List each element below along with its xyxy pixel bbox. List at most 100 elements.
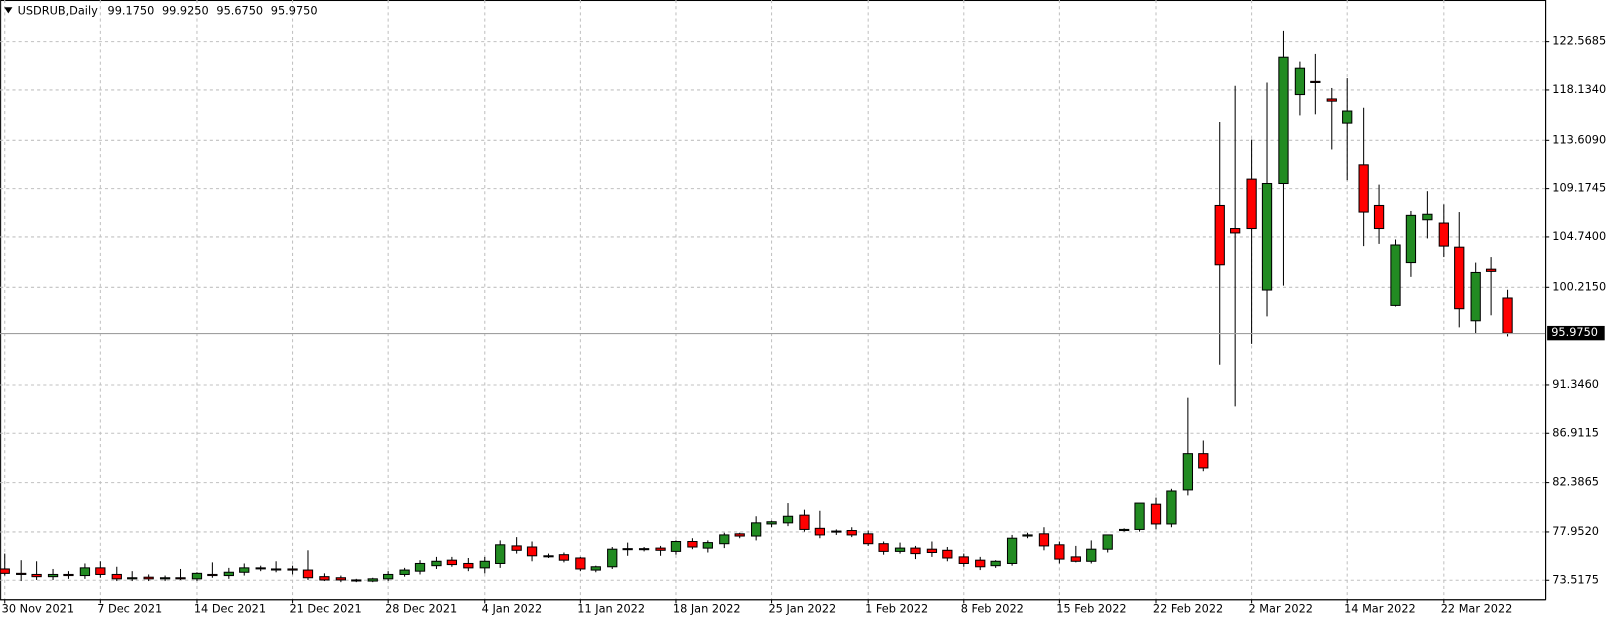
x-tick-label: 30 Nov 2021 <box>2 603 74 616</box>
candle-body-down <box>910 547 921 555</box>
candle-body-up <box>1022 534 1033 537</box>
candle-body-up <box>1390 244 1401 306</box>
candle-body-down <box>558 554 570 561</box>
candle-body-down <box>463 562 474 569</box>
candle-body-up <box>1134 502 1145 530</box>
candle-body-down <box>1373 204 1385 230</box>
candle-body-down <box>511 545 522 551</box>
candle-body-down <box>63 573 74 577</box>
x-tick-label: 14 Dec 2021 <box>194 603 266 616</box>
candle-body-down <box>351 579 362 582</box>
candle-body-down <box>1038 533 1050 547</box>
x-tick-label: 11 Jan 2022 <box>577 603 645 616</box>
y-tick-label: 86.9115 <box>1552 426 1599 439</box>
header-low: 95.6750 <box>216 4 263 17</box>
x-tick-label: 21 Dec 2021 <box>289 603 361 616</box>
last-price-box <box>1547 325 1605 341</box>
candle-body-down <box>878 543 889 552</box>
candle-body-up <box>47 573 59 578</box>
candle-body-up <box>1086 548 1097 562</box>
candle-body-down <box>846 530 857 536</box>
candle-body-up <box>127 577 138 580</box>
x-tick-label: 22 Mar 2022 <box>1441 603 1513 616</box>
candle-body-up <box>590 566 601 571</box>
candle-body-up <box>414 562 426 572</box>
candle-body-down <box>1438 222 1449 247</box>
candle-body-up <box>831 530 842 533</box>
candle-body-up <box>159 577 171 580</box>
x-tick-label: 4 Jan 2022 <box>482 603 543 616</box>
candle-body-down <box>1310 80 1321 83</box>
candle-body-up <box>670 540 682 552</box>
candle-body-down <box>1198 453 1209 469</box>
candle-body-down <box>31 573 42 578</box>
candle-body-up <box>702 542 713 549</box>
header-icon[interactable] <box>4 7 13 14</box>
candle-body-down <box>1054 544 1065 560</box>
candle-body-down <box>1326 98 1337 102</box>
candle-body-down <box>319 576 330 581</box>
candle-body-down <box>1070 556 1081 562</box>
candle-body-down <box>446 559 458 566</box>
y-tick-label: 82.3865 <box>1552 476 1599 489</box>
y-tick-label: 100.2150 <box>1552 280 1606 293</box>
candle-body-up <box>1102 534 1113 550</box>
symbol-title: USDRUB,Daily <box>18 4 98 17</box>
candle-body-down <box>143 576 154 580</box>
candle-body-up <box>1119 528 1130 532</box>
header-open: 99.1750 <box>108 4 155 17</box>
candle-body-up <box>638 548 650 551</box>
candle-body-up <box>1342 110 1353 124</box>
candle-body-up <box>766 521 777 525</box>
candle-body-down <box>543 555 554 558</box>
candle-body-down <box>1246 178 1257 230</box>
candle-body-up <box>223 571 234 577</box>
candle-body-down <box>287 568 298 571</box>
candle-body-down <box>16 572 27 575</box>
x-tick-label: 28 Dec 2021 <box>385 603 457 616</box>
candle-body-up <box>495 544 506 564</box>
candle-body-up <box>719 534 730 545</box>
candle-body-down <box>926 548 938 554</box>
x-tick-label: 22 Feb 2022 <box>1153 603 1223 616</box>
y-tick-label: 113.6090 <box>1552 133 1606 146</box>
header-close: 95.9750 <box>271 4 318 17</box>
candle-body-down <box>575 557 586 570</box>
candle-body-down <box>942 549 953 559</box>
candle-body-up <box>1405 214 1417 264</box>
candle-body-down <box>975 559 986 568</box>
candle-body-down <box>207 573 218 577</box>
candle-body-down <box>1150 503 1162 525</box>
candle-body-up <box>894 547 906 552</box>
candle-body-up <box>782 515 794 524</box>
candle-body-down <box>1454 246 1465 310</box>
candle-layer <box>0 30 1513 583</box>
candle-body-down <box>0 568 10 574</box>
candle-body-up <box>607 548 618 568</box>
candle-body-up <box>479 560 490 569</box>
candle-body-up <box>431 560 442 567</box>
candle-body-down <box>958 556 969 564</box>
y-tick-label: 91.3460 <box>1552 378 1599 391</box>
candle-body-up <box>1182 453 1194 491</box>
candle-body-down <box>255 567 266 570</box>
header: USDRUB,Daily 99.1750 99.9250 95.6750 95.… <box>18 4 318 17</box>
candle-body-down <box>1485 268 1497 272</box>
candle-body-down <box>175 577 186 580</box>
candle-body-down <box>687 540 698 548</box>
candle-body-up <box>383 573 394 580</box>
candle-body-down <box>1230 228 1241 234</box>
last-price-label: 95.9750 <box>1551 326 1598 339</box>
candle-body-up <box>1294 67 1306 96</box>
candle-body-up <box>1470 271 1481 322</box>
candle-body-down <box>95 567 106 575</box>
x-tick-label: 15 Feb 2022 <box>1056 603 1126 616</box>
candle-body-up <box>622 548 633 551</box>
y-tick-label: 73.5175 <box>1552 573 1599 586</box>
y-tick-label: 118.1340 <box>1552 83 1606 96</box>
candle-body-down <box>655 547 666 551</box>
candle-body-up <box>1006 537 1018 564</box>
candle-body-up <box>239 567 250 573</box>
